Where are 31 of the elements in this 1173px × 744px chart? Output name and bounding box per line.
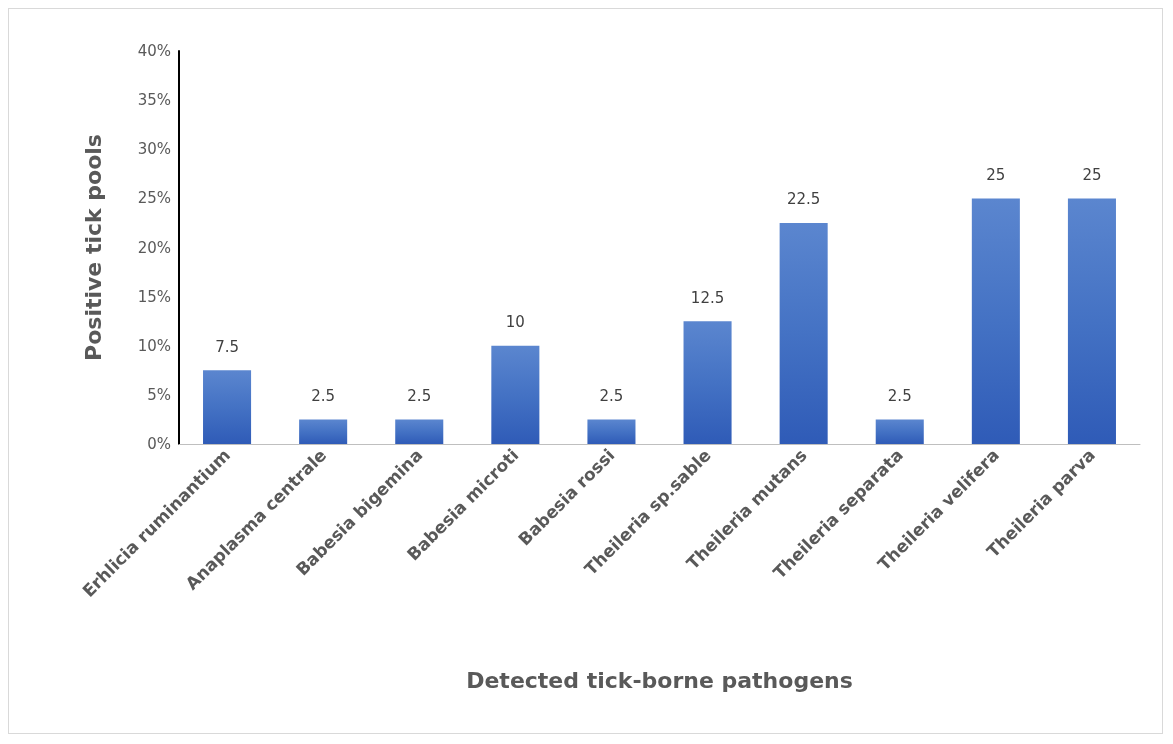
y-axis-title: Positive tick pools [80, 134, 106, 361]
bar [683, 321, 732, 444]
data-label: 25 [986, 165, 1006, 184]
y-tick-label: 15% [137, 287, 171, 306]
data-label: 25 [1082, 165, 1102, 184]
data-label: 2.5 [311, 386, 336, 405]
y-tick-label: 40% [137, 42, 171, 60]
bar [299, 419, 348, 444]
y-tick-label: 5% [147, 385, 171, 404]
data-label: 12.5 [690, 288, 725, 307]
bar [587, 419, 636, 444]
y-tick-label: 10% [137, 336, 171, 355]
y-tick-label: 0% [147, 435, 171, 453]
bar [875, 419, 924, 444]
data-label: 7.5 [215, 337, 239, 356]
data-label: 22.5 [786, 190, 821, 209]
bar [779, 222, 828, 444]
data-label: 10 [505, 313, 525, 332]
bar [971, 198, 1020, 444]
data-label: 2.5 [887, 386, 912, 405]
x-axis-title: Detected tick-borne pathogens [466, 667, 853, 693]
data-label: 2.5 [407, 386, 432, 405]
y-tick-label: 30% [137, 140, 171, 159]
bar [203, 370, 252, 444]
bar [1067, 198, 1116, 444]
y-tick-label: 25% [137, 189, 171, 208]
bar [491, 345, 540, 444]
y-tick-label: 20% [137, 238, 171, 257]
y-tick-label: 35% [137, 91, 171, 110]
bar [395, 419, 444, 444]
data-label: 2.5 [599, 386, 624, 405]
